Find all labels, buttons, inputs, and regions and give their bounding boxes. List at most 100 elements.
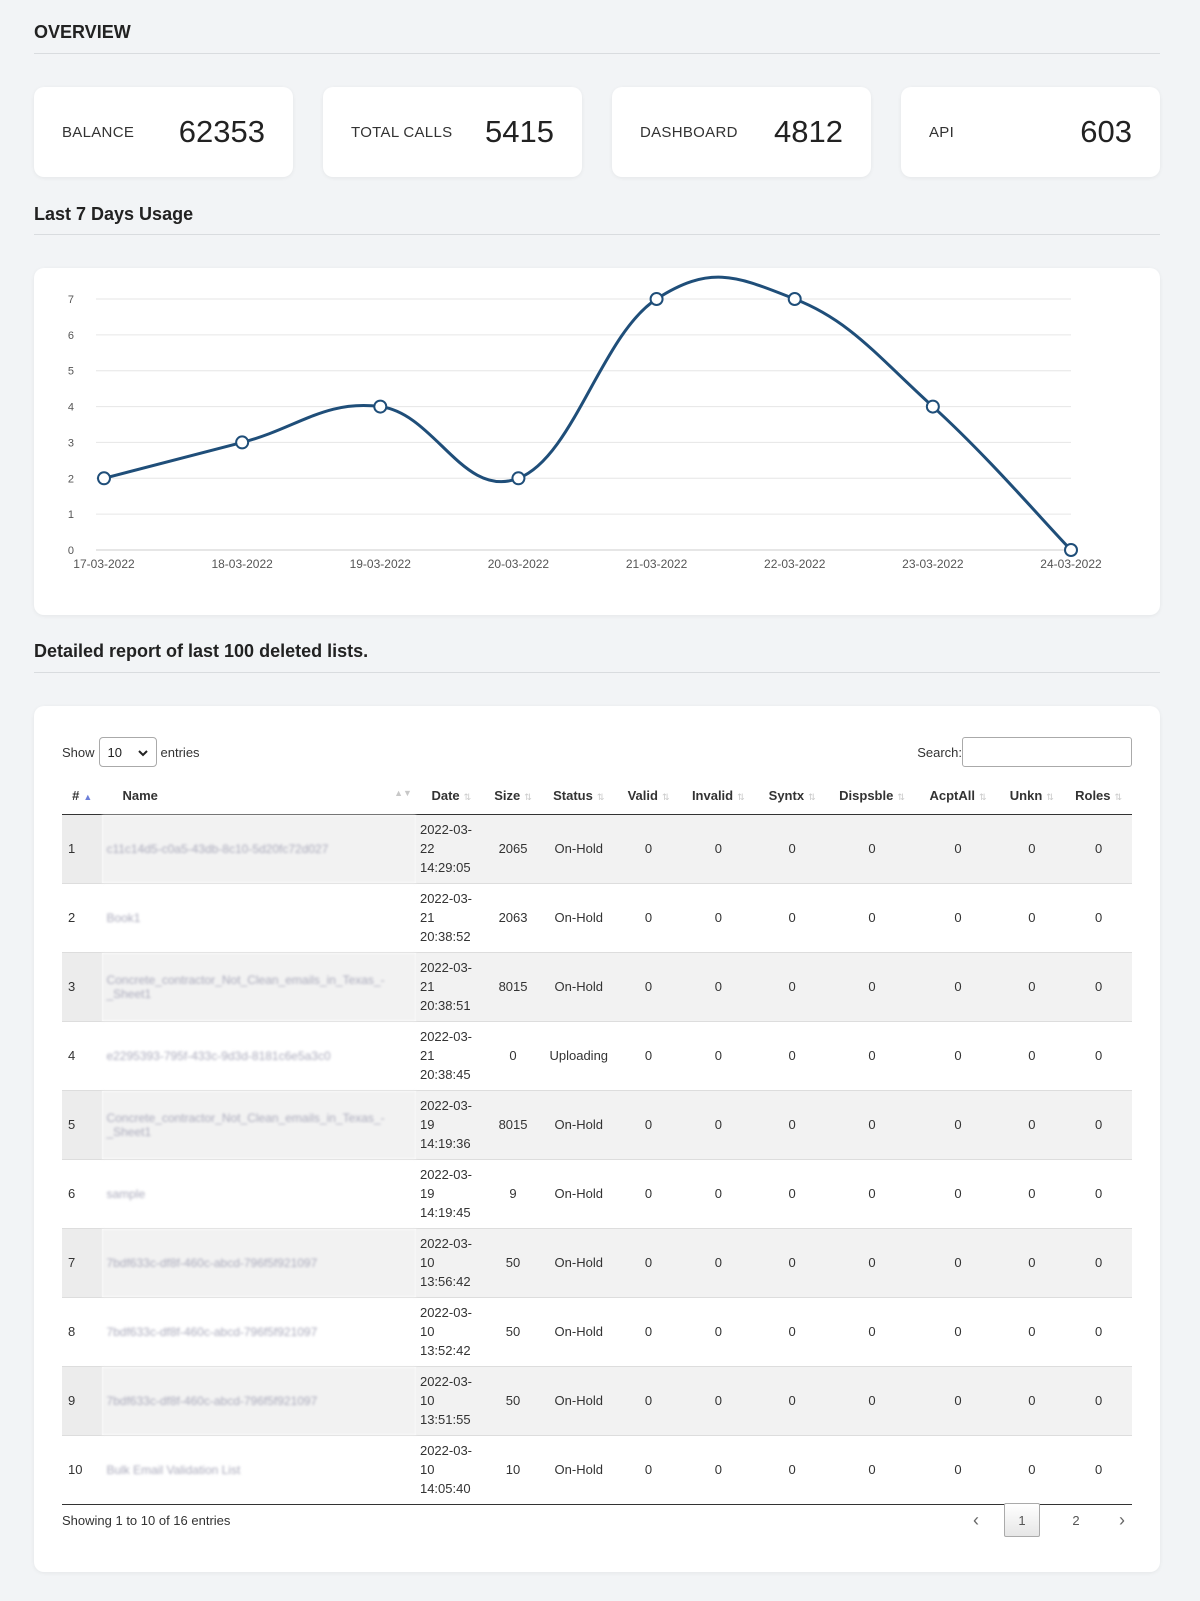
cell-invalid: 0	[678, 1297, 758, 1367]
date-line: 19	[419, 1117, 435, 1132]
column-header-status[interactable]: Status ⇅	[539, 778, 619, 815]
stat-value: 62353	[178, 114, 265, 149]
cell-acptall: 0	[917, 1021, 999, 1091]
cell-idx: 8	[62, 1297, 103, 1367]
stat-card-api: API 603	[901, 87, 1160, 177]
cell-acptall: 0	[917, 1366, 999, 1436]
date-line: 20:38:52	[419, 929, 471, 944]
cell-roles: 0	[1065, 1297, 1132, 1367]
y-tick-label: 5	[68, 366, 74, 378]
y-tick-label: 0	[68, 545, 74, 557]
cell-size: 50	[486, 1297, 540, 1367]
cell-status: On-Hold	[539, 1297, 619, 1367]
chevron-left-icon[interactable]: ‹	[973, 1509, 979, 1530]
table-row: 7 7bdf633c-df8f-460c-abcd-796f5f921097 202…	[62, 1228, 1132, 1298]
column-header-dispsble[interactable]: Dispsble ⇅	[826, 778, 918, 815]
cell-dispsble: 0	[826, 883, 918, 953]
cell-invalid: 0	[678, 1228, 758, 1298]
report-divider	[34, 672, 1160, 673]
column-header-roles[interactable]: Roles ⇅	[1065, 778, 1132, 815]
cell-status: On-Hold	[539, 1090, 619, 1160]
cell-roles: 0	[1065, 952, 1132, 1022]
page-button-1[interactable]: 1	[1004, 1503, 1040, 1537]
cell-idx: 7	[62, 1228, 103, 1298]
stat-label: BALANCE	[62, 123, 135, 141]
data-point	[373, 399, 388, 414]
cell-status: On-Hold	[539, 1435, 619, 1505]
cell-size: 9	[486, 1159, 540, 1229]
show-label: Show	[62, 744, 95, 760]
column-header-unkn[interactable]: Unkn ⇅	[998, 778, 1066, 815]
cell-dispsble: 0	[826, 814, 918, 884]
cell-name: e2295393-795f-433c-9d3d-8181c6e5a3c0	[102, 1021, 416, 1091]
column-header-acptall[interactable]: AcptAll ⇅	[917, 778, 999, 815]
column-header-valid[interactable]: Valid ⇅	[618, 778, 679, 815]
column-header-date[interactable]: Date ⇅	[415, 778, 487, 815]
cell-roles: 0	[1065, 1159, 1132, 1229]
cell-status: On-Hold	[539, 952, 619, 1022]
cell-unkn: 0	[998, 1159, 1066, 1229]
cell-valid: 0	[618, 883, 679, 953]
x-tick-label: 22-03-2022	[764, 557, 826, 571]
chevron-down-icon	[137, 745, 148, 760]
cell-roles: 0	[1065, 1021, 1132, 1091]
cell-valid: 0	[618, 1159, 679, 1229]
column-header-syntx[interactable]: Syntx ⇅	[757, 778, 827, 815]
table-row: 2 Book1 2022-03- 21 20:38:52 2063 On-Hold 0 0 0 0 0…	[62, 883, 1132, 953]
cell-size: 2065	[486, 814, 540, 884]
sort-icon: ⇅	[463, 792, 472, 803]
column-header-size[interactable]: Size ⇅	[486, 778, 540, 815]
date-line: 2022-03-	[419, 1029, 473, 1044]
cell-syntx: 0	[757, 1159, 827, 1229]
overview-divider	[34, 53, 1160, 54]
cell-syntx: 0	[757, 1366, 827, 1436]
column-header-name[interactable]: Name ▲▼	[102, 778, 416, 815]
cell-date: 2022-03- 19 14:19:36	[415, 1090, 487, 1160]
cell-dispsble: 0	[826, 1228, 918, 1298]
cell-invalid: 0	[678, 1159, 758, 1229]
date-line: 2022-03-	[419, 1098, 473, 1113]
column-header-index[interactable]: # ▲	[62, 778, 103, 815]
sort-icon: ⇅	[897, 792, 905, 803]
cell-syntx: 0	[757, 814, 827, 884]
cell-status: Uploading	[539, 1021, 619, 1091]
series-line	[103, 275, 1073, 552]
cell-status: On-Hold	[539, 1228, 619, 1298]
page-button-2[interactable]: 2	[1072, 1512, 1080, 1528]
deleted-lists-table: # ▲ Name ▲▼ Date ⇅ Size ⇅ Status ⇅ Valid ⇅ Inv…	[62, 778, 1132, 1505]
cell-invalid: 0	[678, 1090, 758, 1160]
cell-acptall: 0	[917, 1297, 999, 1367]
sort-icon: ⇅	[661, 792, 670, 803]
cell-acptall: 0	[917, 1090, 999, 1160]
column-header-invalid[interactable]: Invalid ⇅	[678, 778, 758, 815]
cell-valid: 0	[618, 1090, 679, 1160]
cell-name: c11c14d5-c0a5-43db-8c10-5d20fc72d027	[102, 814, 416, 884]
cell-date: 2022-03- 19 14:19:45	[415, 1159, 487, 1229]
entries-select[interactable]: 10	[98, 737, 157, 767]
sort-icon: ⇅	[1046, 792, 1054, 803]
cell-roles: 0	[1065, 883, 1132, 953]
sort-icon: ⇅	[978, 792, 987, 803]
table-row: 5 Concrete_contractor_Not_Clean_emails_in…	[62, 1090, 1132, 1160]
cell-idx: 9	[62, 1366, 103, 1436]
cell-valid: 0	[618, 1297, 679, 1367]
chevron-right-icon[interactable]: ›	[1119, 1509, 1125, 1530]
cell-idx: 6	[62, 1159, 103, 1229]
cell-date: 2022-03- 10 14:05:40	[415, 1435, 487, 1505]
y-tick-label: 7	[68, 294, 74, 306]
cell-idx: 10	[62, 1435, 103, 1505]
cell-roles: 0	[1065, 1435, 1132, 1505]
table-row: 8 7bdf633c-df8f-460c-abcd-796f5f921097 202…	[62, 1297, 1132, 1367]
cell-name: Book1	[102, 883, 416, 953]
table-row: 3 Concrete_contractor_Not_Clean_emails_in…	[62, 952, 1132, 1022]
cell-status: On-Hold	[539, 814, 619, 884]
report-title: Detailed report of last 100 deleted list…	[34, 641, 369, 661]
cell-invalid: 0	[678, 814, 758, 884]
date-line: 20:38:45	[419, 1067, 471, 1082]
search-input[interactable]	[962, 737, 1132, 767]
cell-valid: 0	[618, 952, 679, 1022]
cell-syntx: 0	[757, 1297, 827, 1367]
cell-name: Concrete_contractor_Not_Clean_emails_in_…	[102, 1090, 416, 1160]
cell-status: On-Hold	[539, 1366, 619, 1436]
cell-status: On-Hold	[539, 1159, 619, 1229]
